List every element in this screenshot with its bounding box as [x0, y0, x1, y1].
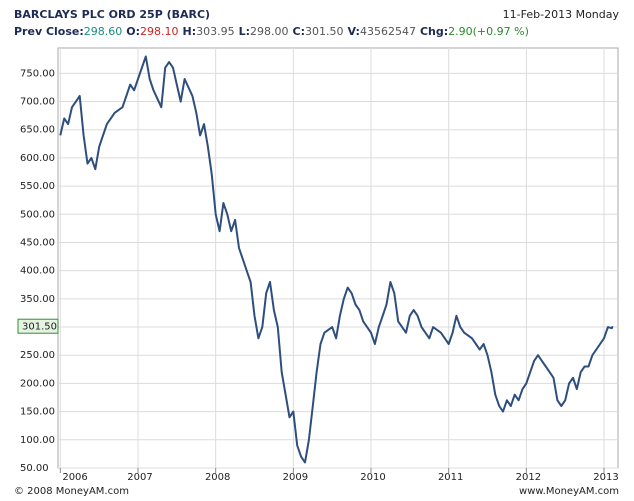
field-value: 303.95: [196, 25, 235, 38]
field-label: L:: [239, 25, 250, 38]
field-value: 298.00: [250, 25, 289, 38]
date: 11-Feb-2013 Monday: [503, 8, 620, 21]
last-price-box: [17, 318, 59, 334]
field-label: Chg:: [420, 25, 448, 38]
field-label: V:: [348, 25, 360, 38]
field-label: H:: [183, 25, 197, 38]
y-tick-label: 250.00: [20, 350, 55, 361]
field-value: 298.10: [140, 25, 179, 38]
y-tick-label: 600.00: [20, 153, 55, 164]
x-tick-label: 2011: [438, 472, 463, 483]
chart-title: BARCLAYS PLC ORD 25P (BARC): [14, 8, 210, 21]
field-label: C:: [293, 25, 305, 38]
price-fields: Prev Close:298.60 O:298.10 H:303.95 L:298.0…: [14, 25, 529, 38]
x-tick-label: 2007: [127, 472, 152, 483]
price-line: [59, 55, 614, 464]
y-tick-label: 150.00: [20, 407, 55, 418]
last-price-label: 301.50: [22, 322, 57, 333]
field-value: 301.50: [305, 25, 344, 38]
footer-right: www.MoneyAM.com: [519, 486, 619, 497]
field-value: 298.60: [84, 25, 123, 38]
field-label: Prev Close:: [14, 25, 84, 38]
y-tick-label: 400.00: [20, 266, 55, 277]
field-value: 2.90(+0.97 %): [448, 25, 529, 38]
y-tick-label: 50.00: [20, 463, 49, 474]
y-tick-label: 200.00: [20, 378, 55, 389]
y-tick-label: 100.00: [20, 435, 55, 446]
y-tick-label: 650.00: [20, 125, 55, 136]
x-tick-label: 2013: [593, 472, 618, 483]
y-tick-label: 500.00: [20, 209, 55, 220]
y-tick-label: 450.00: [20, 237, 55, 248]
x-tick-label: 2008: [205, 472, 230, 483]
footer-left: © 2008 MoneyAM.com: [14, 486, 129, 497]
y-tick-label: 550.00: [20, 181, 55, 192]
y-tick-label: 700.00: [20, 97, 55, 108]
y-tick-label: 750.00: [20, 68, 55, 79]
plot-frame: [57, 47, 619, 469]
x-tick-label: 2010: [360, 472, 385, 483]
x-tick-label: 2012: [516, 472, 541, 483]
x-tick-label: 2006: [62, 472, 87, 483]
x-tick-label: 2009: [283, 472, 308, 483]
field-value: 43562547: [360, 25, 416, 38]
field-label: O:: [126, 25, 140, 38]
y-tick-label: 350.00: [20, 294, 55, 305]
